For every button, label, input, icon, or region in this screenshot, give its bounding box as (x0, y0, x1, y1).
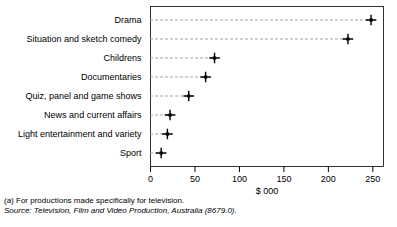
svg-text:200: 200 (321, 174, 336, 184)
svg-text:100: 100 (232, 174, 247, 184)
svg-text:150: 150 (276, 174, 291, 184)
svg-text:Light entertainment and variet: Light entertainment and variety (18, 129, 142, 139)
svg-text:Documentaries: Documentaries (81, 72, 142, 82)
svg-text:50: 50 (190, 174, 200, 184)
svg-text:250: 250 (365, 174, 380, 184)
html-text:Source: Television, Film and V: Source: Television, Film and Video Produ… (4, 206, 237, 215)
svg-text:Situation and sketch comedy: Situation and sketch comedy (26, 34, 142, 44)
svg-text:$ 000: $ 000 (256, 186, 279, 196)
svg-text:Sport: Sport (120, 148, 142, 158)
html-text:(a) For productions made speci: (a) For productions made specifically fo… (4, 196, 185, 205)
svg-text:Childrens: Childrens (103, 53, 142, 63)
svg-text:News and current affairs: News and current affairs (44, 110, 142, 120)
svg-text:0: 0 (148, 174, 153, 184)
svg-text:Drama: Drama (114, 15, 141, 25)
svg-text:Quiz, panel and game shows: Quiz, panel and game shows (25, 91, 142, 101)
